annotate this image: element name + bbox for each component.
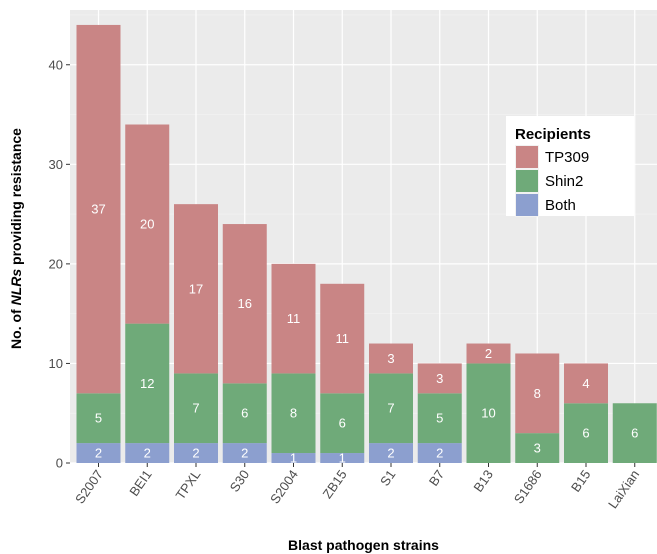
bar-tp309-tpxl bbox=[174, 204, 218, 374]
bar-value-label: 2 bbox=[436, 446, 443, 461]
y-axis-title-prefix: No. of bbox=[8, 305, 24, 349]
legend-swatch-shin2 bbox=[516, 170, 538, 192]
y-axis-title-italic: NLRs bbox=[8, 269, 24, 306]
legend-label-tp309: TP309 bbox=[545, 149, 589, 166]
bar-value-label: 1 bbox=[339, 451, 346, 466]
legend-items: TP309 Shin2 Both bbox=[515, 145, 589, 217]
bar-tp309-s1686 bbox=[515, 353, 560, 434]
legend: Recipients TP309 Shin2 Both bbox=[506, 116, 634, 217]
bar-value-label: 11 bbox=[336, 331, 350, 346]
y-axis-title: No. of NLRs providing resistance bbox=[8, 128, 24, 349]
bar-tp309-s2004 bbox=[271, 263, 316, 374]
bar-value-label: 4 bbox=[582, 376, 589, 391]
bar-value-label: 3 bbox=[387, 351, 394, 366]
bar-value-label: 2 bbox=[387, 446, 394, 461]
bar-tp309-s1 bbox=[369, 343, 413, 374]
bar-value-label: 3 bbox=[436, 371, 443, 386]
bar-shin2-s2004 bbox=[271, 373, 316, 454]
x-tick-label: B13 bbox=[470, 467, 496, 495]
bar-value-label: 6 bbox=[631, 426, 638, 441]
x-tick-label: S1 bbox=[377, 467, 398, 489]
legend-swatch-tp309 bbox=[516, 146, 538, 168]
y-tick-label: 20 bbox=[49, 256, 63, 271]
bar-value-label: 12 bbox=[140, 376, 154, 391]
bar-value-label: 37 bbox=[91, 202, 105, 217]
bar-value-label: 3 bbox=[534, 441, 541, 456]
bar-value-label: 6 bbox=[241, 406, 248, 421]
y-axis-title-suffix: providing resistance bbox=[8, 128, 24, 269]
x-tick-label: S2007 bbox=[72, 467, 106, 506]
x-tick-label: S1686 bbox=[511, 467, 545, 506]
bar-tp309-b7 bbox=[417, 363, 462, 394]
x-axis: S2007 BEI1 TPXL S30 S2004 ZB15 S1 B7 B13 S1686 B15… bbox=[72, 463, 642, 511]
bar-value-label: 8 bbox=[290, 406, 297, 421]
bar-value-label: 16 bbox=[238, 296, 252, 311]
bar-tp309-bei1 bbox=[125, 124, 170, 324]
bar-value-label: 6 bbox=[582, 426, 589, 441]
y-tick-label: 10 bbox=[49, 356, 63, 371]
bar-value-label: 2 bbox=[144, 446, 151, 461]
bar-both-b7 bbox=[417, 443, 462, 463]
x-tick-label: S2004 bbox=[267, 467, 301, 506]
x-tick-label: BEI1 bbox=[126, 467, 154, 499]
x-tick-label: LaiXian bbox=[605, 467, 642, 511]
x-tick-label: ZB15 bbox=[320, 467, 350, 501]
bar-tp309-s2007 bbox=[76, 24, 121, 394]
bar-both-tpxl bbox=[174, 443, 218, 463]
y-axis: 0 10 20 30 40 bbox=[49, 57, 70, 471]
bar-value-label: 7 bbox=[192, 401, 199, 416]
bar-value-label: 17 bbox=[189, 281, 203, 296]
bar-tp309-zb15 bbox=[320, 283, 365, 394]
bar-value-label: 5 bbox=[436, 411, 443, 426]
bar-shin2-b7 bbox=[417, 393, 462, 444]
bar-both-s2007 bbox=[76, 443, 121, 463]
bar-value-label: 2 bbox=[241, 446, 248, 461]
bar-both-zb15 bbox=[320, 453, 365, 463]
bars bbox=[76, 24, 657, 463]
bar-value-label: 8 bbox=[534, 386, 541, 401]
bar-shin2-b13 bbox=[466, 363, 511, 463]
bar-value-label: 2 bbox=[192, 446, 199, 461]
x-tick-label: B15 bbox=[568, 467, 594, 495]
bar-value-label: 6 bbox=[339, 416, 346, 431]
bar-shin2-tpxl bbox=[174, 373, 218, 444]
bar-shin2-s1686 bbox=[515, 433, 560, 463]
bar-value-label: 2 bbox=[95, 446, 102, 461]
bar-value-label: 7 bbox=[387, 401, 394, 416]
legend-label-both: Both bbox=[545, 197, 576, 214]
bar-tp309-b13 bbox=[466, 343, 511, 364]
legend-title: Recipients bbox=[515, 126, 591, 143]
x-tick-label: S30 bbox=[227, 467, 253, 495]
bar-shin2-zb15 bbox=[320, 393, 365, 454]
bar-tp309-b15 bbox=[564, 363, 608, 404]
legend-swatch-both bbox=[516, 194, 538, 216]
bar-shin2-s2007 bbox=[76, 393, 121, 444]
bar-both-s2004 bbox=[271, 453, 316, 463]
legend-label-shin2: Shin2 bbox=[545, 173, 583, 190]
bar-value-label: 5 bbox=[95, 411, 102, 426]
bar-value-label: 1 bbox=[290, 451, 297, 466]
bar-shin2-b15 bbox=[564, 403, 608, 463]
bar-value-label: 2 bbox=[485, 346, 492, 361]
bar-shin2-laixian bbox=[612, 403, 657, 463]
bar-value-label: 20 bbox=[140, 217, 154, 232]
bar-value-label: 11 bbox=[287, 311, 301, 326]
x-axis-title: Blast pathogen strains bbox=[288, 537, 439, 553]
y-tick-label: 40 bbox=[49, 57, 63, 72]
bar-both-s1 bbox=[369, 443, 413, 463]
bar-tp309-s30 bbox=[222, 224, 267, 384]
bar-value-label: 10 bbox=[481, 406, 495, 421]
y-tick-label: 0 bbox=[56, 456, 63, 471]
x-tick-label: B7 bbox=[426, 467, 447, 489]
bar-shin2-s1 bbox=[369, 373, 413, 444]
bar-shin2-s30 bbox=[222, 383, 267, 444]
bar-shin2-bei1 bbox=[125, 323, 170, 444]
bar-both-s30 bbox=[222, 443, 267, 463]
y-tick-label: 30 bbox=[49, 157, 63, 172]
x-tick-label: TPXL bbox=[173, 467, 204, 502]
bar-both-bei1 bbox=[125, 443, 170, 463]
